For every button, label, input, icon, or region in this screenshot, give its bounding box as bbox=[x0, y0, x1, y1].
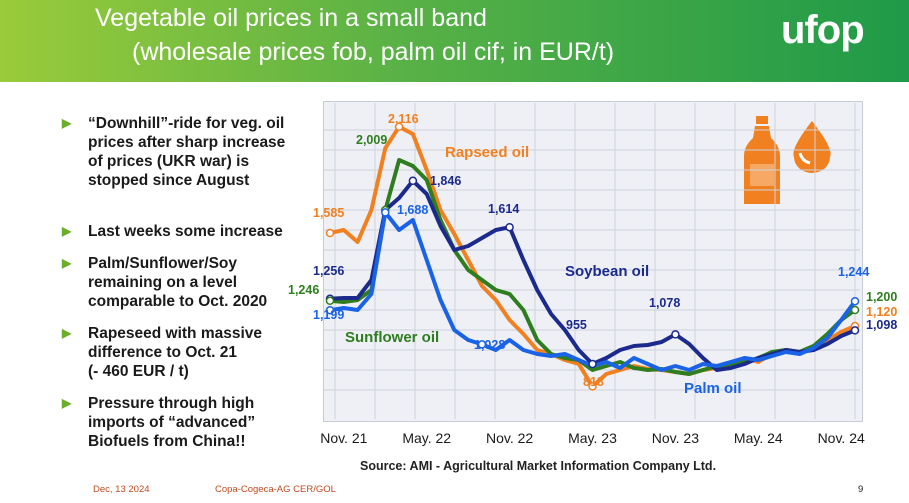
data-label: 1,120 bbox=[866, 305, 897, 319]
series-line-palm-oil bbox=[328, 210, 857, 372]
data-label: 2,116 bbox=[388, 112, 419, 126]
data-point-marker bbox=[325, 305, 335, 315]
data-point-marker bbox=[850, 305, 860, 315]
page-number: 9 bbox=[858, 484, 864, 495]
header-banner: Vegetable oil prices in a small band (wh… bbox=[0, 0, 909, 82]
data-point-marker bbox=[477, 340, 487, 349]
data-point-marker bbox=[588, 382, 597, 391]
data-label: 1,614 bbox=[488, 202, 519, 216]
bullet-text: Rapeseed with massive difference to Oct.… bbox=[88, 325, 263, 380]
bullet-text: Palm/Sunflower/Soy remaining on a level … bbox=[88, 255, 268, 310]
x-tick-label: Nov. 22 bbox=[486, 430, 533, 446]
data-label: 1,256 bbox=[313, 264, 344, 278]
data-point-marker bbox=[671, 330, 680, 339]
series-name-label: Sunflower oil bbox=[345, 329, 439, 346]
data-label: 1,078 bbox=[649, 296, 680, 310]
data-label: 955 bbox=[566, 318, 587, 332]
data-label: 1,246 bbox=[288, 283, 319, 297]
data-point-marker bbox=[394, 122, 404, 132]
x-tick-label: Nov. 23 bbox=[652, 430, 699, 446]
data-point-marker bbox=[408, 176, 418, 186]
data-label: 1,585 bbox=[313, 206, 344, 220]
page-title: Vegetable oil prices in a small band bbox=[95, 4, 487, 32]
data-label: 1,028 bbox=[474, 338, 505, 352]
ufop-logo: ufop bbox=[781, 8, 865, 52]
arrow-icon: ▶ bbox=[62, 116, 72, 130]
data-point-marker bbox=[505, 222, 514, 232]
data-point-marker bbox=[850, 326, 860, 335]
series-name-label: Palm oil bbox=[684, 380, 742, 397]
data-label: 1,688 bbox=[397, 203, 428, 217]
bullet-text: “Downhill”-ride for veg. oil prices afte… bbox=[88, 115, 286, 189]
bullet-item: ▶ “Downhill”-ride for veg. oil prices aft… bbox=[60, 114, 315, 190]
data-label: 818 bbox=[583, 375, 604, 389]
footer-org: Copa-Cogeca-AG CER/GOL bbox=[215, 484, 336, 495]
bullet-item: ▶ Palm/Sunflower/Soy remaining on a level… bbox=[60, 254, 315, 311]
bullet-item: ▶ Last weeks some increase bbox=[60, 222, 315, 241]
data-label: 1,846 bbox=[430, 174, 461, 188]
x-tick-label: May. 23 bbox=[568, 430, 617, 446]
x-tick-label: May. 22 bbox=[402, 430, 451, 446]
data-label: 1,199 bbox=[313, 308, 344, 322]
bullet-item: ▶ Rapeseed with massive difference to Oct… bbox=[60, 324, 315, 381]
series-name-label: Rapseed oil bbox=[445, 144, 529, 161]
arrow-icon: ▶ bbox=[62, 396, 72, 410]
arrow-icon: ▶ bbox=[62, 224, 72, 238]
data-label: 2,009 bbox=[356, 133, 387, 147]
source-note: Source: AMI - Agricultural Market Inform… bbox=[360, 459, 717, 473]
series-name-label: Soybean oil bbox=[565, 263, 649, 280]
x-tick-label: May. 24 bbox=[734, 430, 783, 446]
data-label: 1,098 bbox=[866, 318, 897, 332]
drop-icon bbox=[793, 121, 831, 173]
arrow-icon: ▶ bbox=[62, 326, 72, 340]
bullet-text: Last weeks some increase bbox=[88, 223, 283, 240]
data-point-marker bbox=[381, 208, 390, 217]
page-subtitle: (wholesale prices fob, palm oil cif; in … bbox=[132, 38, 615, 66]
data-point-marker bbox=[588, 359, 597, 369]
data-label: 1,244 bbox=[838, 265, 869, 279]
footer-date: Dec, 13 2024 bbox=[93, 484, 150, 495]
arrow-icon: ▶ bbox=[62, 256, 72, 270]
data-label: 1,200 bbox=[866, 290, 897, 304]
data-point-marker bbox=[325, 296, 335, 306]
x-tick-label: Nov. 24 bbox=[818, 430, 865, 446]
bullet-item: ▶ Pressure through high imports of “advan… bbox=[60, 394, 315, 451]
data-point-marker bbox=[325, 228, 335, 238]
bullet-list: ▶ “Downhill”-ride for veg. oil prices aft… bbox=[60, 114, 315, 464]
bullet-text: Pressure through high imports of “advanc… bbox=[88, 395, 256, 450]
x-tick-label: Nov. 21 bbox=[320, 430, 367, 446]
data-point-marker bbox=[850, 296, 860, 306]
